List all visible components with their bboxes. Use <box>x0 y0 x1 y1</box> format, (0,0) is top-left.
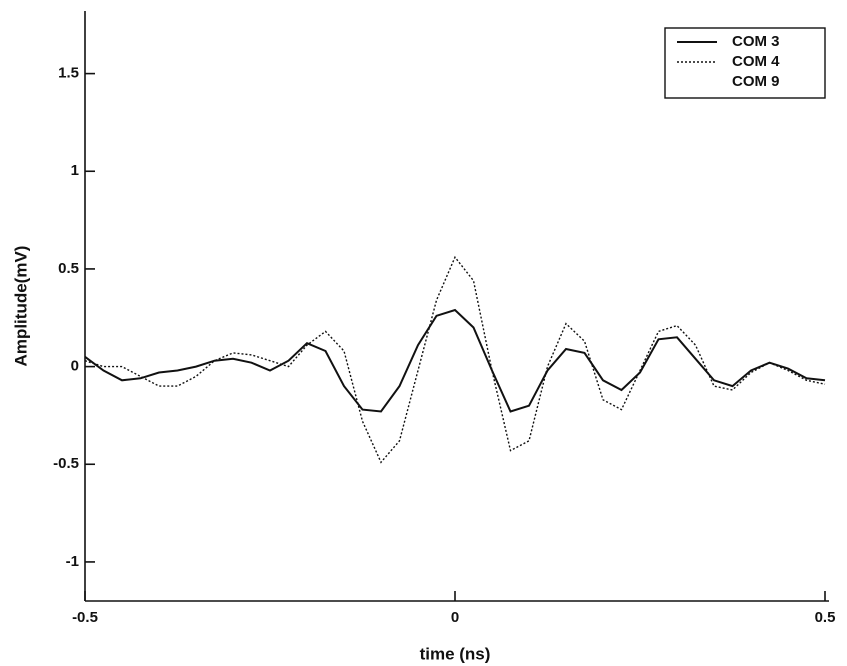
y-axis-label: Amplitude(mV) <box>11 246 30 367</box>
x-tick-label: 0.5 <box>815 609 836 626</box>
y-tick-label: 0.5 <box>58 260 79 277</box>
legend-label: COM 9 <box>732 73 780 90</box>
legend-label: COM 4 <box>732 53 780 70</box>
series-line <box>84 255 826 464</box>
y-tick-label: -1 <box>66 553 79 570</box>
legend-box <box>664 27 826 99</box>
x-tick-label: 0 <box>451 609 459 626</box>
y-tick-label: 1.5 <box>58 65 79 82</box>
y-tick-label: -0.5 <box>53 455 79 472</box>
legend-label: COM 3 <box>732 33 780 50</box>
x-axis-label: time (ns) <box>420 644 491 663</box>
x-tick-label: -0.5 <box>72 609 98 626</box>
y-tick-label: 0 <box>71 358 79 375</box>
y-tick-label: 1 <box>71 162 79 179</box>
series-line <box>84 308 826 413</box>
